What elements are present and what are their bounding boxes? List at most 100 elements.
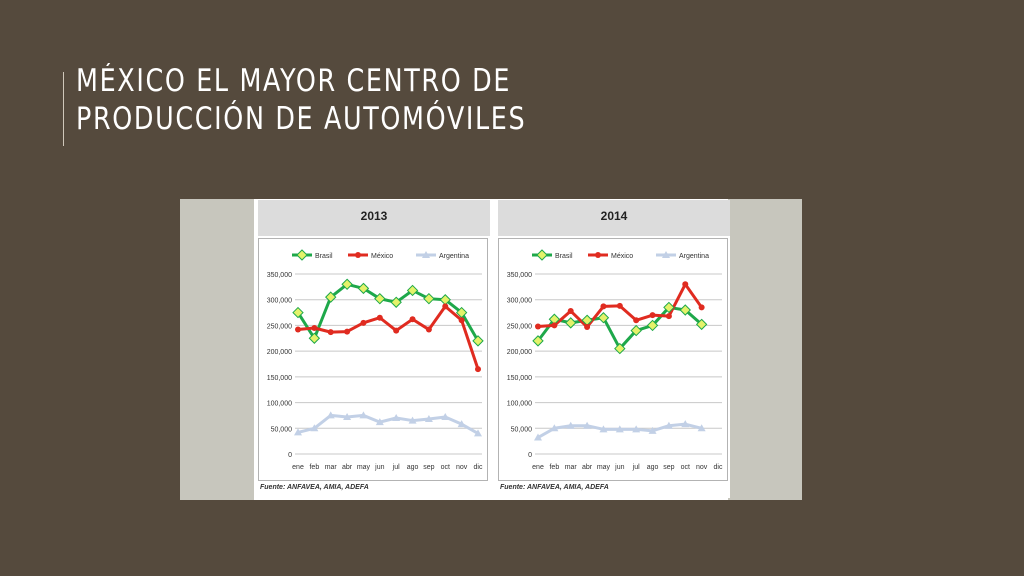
data-point-mexico: [649, 312, 656, 319]
data-point-mexico: [360, 319, 367, 326]
y-tick-label: 150,000: [507, 375, 532, 382]
chart-source: Fuente: ANFAVEA, AMIA, ADEFA: [500, 484, 609, 491]
y-tick-label: 250,000: [507, 323, 532, 330]
plot-border: [498, 238, 728, 481]
data-point-argentina: [534, 433, 542, 441]
data-point-mexico: [295, 326, 301, 333]
data-point-mexico: [409, 316, 416, 323]
y-tick-label: 0: [288, 452, 292, 459]
x-tick-label: jun: [614, 464, 624, 471]
data-point-mexico: [425, 326, 432, 333]
x-tick-label: dic: [474, 464, 483, 471]
legend-label-brasil: Brasil: [315, 253, 333, 260]
y-tick-label: 150,000: [267, 375, 292, 382]
data-point-argentina: [326, 411, 335, 419]
x-tick-label: nov: [696, 464, 708, 471]
data-point-mexico: [616, 302, 623, 309]
data-point-mexico: [327, 329, 334, 336]
x-tick-label: may: [597, 464, 611, 471]
x-tick-label: mar: [565, 464, 578, 471]
y-tick-label: 100,000: [507, 401, 532, 408]
data-point-brasil: [695, 318, 708, 331]
data-point-brasil: [325, 291, 337, 303]
plot-border: [258, 238, 488, 481]
chart-header: 2013: [258, 200, 490, 236]
data-point-mexico: [567, 308, 574, 315]
data-point-brasil: [565, 317, 577, 329]
data-point-argentina: [664, 421, 673, 429]
legend-marker-mexico: [355, 252, 361, 258]
legend-label-brasil: Brasil: [555, 253, 573, 260]
data-point-mexico: [442, 303, 449, 310]
y-tick-label: 200,000: [507, 349, 532, 356]
data-point-mexico: [344, 328, 351, 335]
x-tick-label: sep: [423, 464, 434, 471]
data-point-brasil: [614, 342, 626, 355]
data-point-argentina: [441, 412, 450, 420]
y-tick-label: 350,000: [267, 272, 292, 279]
x-tick-label: oct: [681, 464, 690, 471]
title-accent-rule: [63, 72, 64, 146]
x-tick-label: feb: [549, 464, 559, 471]
y-tick-label: 100,000: [267, 401, 292, 408]
data-point-mexico: [698, 304, 705, 311]
data-point-mexico: [311, 325, 318, 331]
legend-label-argentina: Argentina: [679, 253, 709, 260]
y-tick-label: 300,000: [507, 298, 532, 305]
data-point-mexico: [458, 317, 465, 324]
data-point-argentina: [310, 424, 319, 432]
line-chart-2013: 0 50,000 100,000 150,000 200,000 250,000 300,0…: [267, 249, 484, 471]
data-point-argentina: [392, 414, 401, 421]
series-line-argentina: [297, 413, 479, 435]
y-tick-label: 300,000: [267, 298, 292, 305]
data-point-brasil: [679, 304, 691, 316]
data-point-brasil: [357, 282, 370, 295]
chart-header: 2014: [498, 200, 730, 236]
x-tick-label: ago: [407, 464, 419, 471]
data-point-argentina: [474, 429, 482, 437]
series-line-brasil: [536, 305, 703, 351]
y-tick-label: 50,000: [511, 426, 533, 433]
legend-label-mexico: México: [371, 253, 393, 260]
data-point-brasil: [663, 301, 675, 314]
line-chart-2014: 0 50,000 100,000 150,000 200,000 250,000 300,0…: [507, 249, 723, 471]
legend-marker-brasil: [536, 249, 548, 261]
x-tick-label: nov: [456, 464, 468, 471]
data-point-mexico: [665, 313, 672, 320]
legend-marker-argentina: [662, 251, 670, 258]
data-point-argentina: [632, 425, 641, 433]
x-tick-label: ene: [532, 464, 544, 471]
data-point-argentina: [697, 424, 706, 432]
data-point-mexico: [584, 323, 591, 330]
x-tick-label: jul: [392, 464, 400, 471]
data-point-mexico: [475, 366, 481, 373]
data-point-brasil: [630, 324, 642, 337]
x-tick-label: ene: [292, 464, 304, 471]
data-point-brasil: [406, 284, 419, 297]
x-tick-label: mar: [325, 464, 338, 471]
chart-title: 2013: [360, 209, 388, 223]
x-tick-label: ago: [647, 464, 659, 471]
data-point-brasil: [308, 332, 321, 344]
y-tick-label: 200,000: [267, 349, 292, 356]
data-point-mexico: [551, 322, 558, 329]
data-point-brasil: [472, 335, 484, 347]
data-point-brasil: [423, 292, 435, 305]
x-tick-label: may: [357, 464, 371, 471]
data-point-argentina: [681, 420, 690, 428]
legend-label-argentina: Argentina: [439, 253, 469, 260]
x-tick-label: abr: [582, 464, 593, 471]
data-point-argentina: [359, 411, 368, 419]
x-tick-label: abr: [342, 464, 353, 471]
data-point-argentina: [566, 421, 575, 429]
data-point-brasil: [646, 319, 659, 332]
data-point-mexico: [376, 314, 383, 321]
data-point-argentina: [343, 412, 352, 420]
data-point-brasil: [292, 306, 304, 319]
legend-marker-argentina: [422, 251, 430, 258]
data-point-mexico: [633, 317, 640, 324]
y-tick-label: 250,000: [267, 323, 292, 330]
data-point-argentina: [457, 420, 466, 428]
data-point-argentina: [615, 425, 624, 433]
x-tick-label: sep: [663, 464, 674, 471]
